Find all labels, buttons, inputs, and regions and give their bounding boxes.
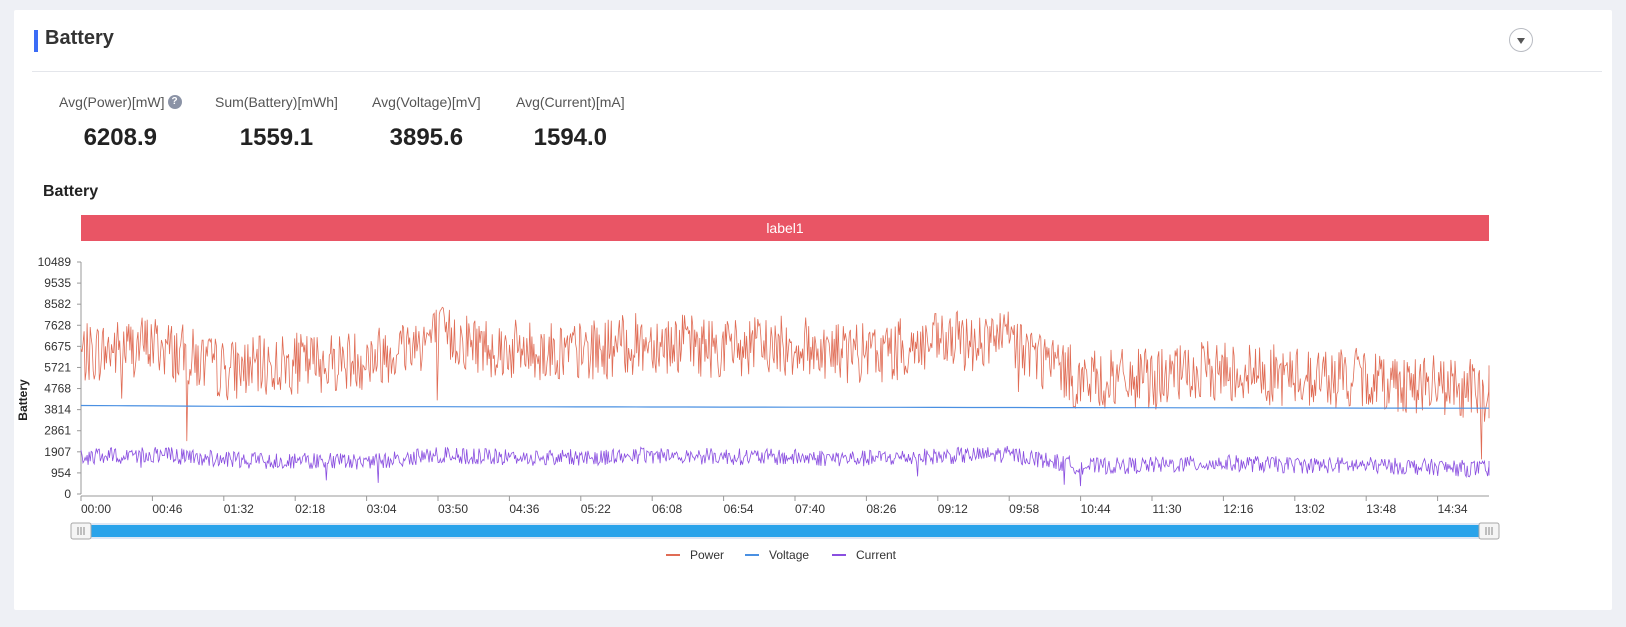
x-tick-label: 05:22	[581, 502, 611, 516]
panel-title: Battery	[45, 27, 114, 49]
y-tick-label: 0	[64, 487, 71, 501]
x-tick-label: 00:46	[152, 502, 182, 516]
header-divider	[32, 71, 1602, 72]
y-axis-label: Battery	[16, 379, 30, 421]
series-line-power	[80, 306, 1490, 460]
x-tick-label: 03:04	[367, 502, 397, 516]
slider-handle-left[interactable]	[70, 522, 92, 540]
x-tick-label: 07:40	[795, 502, 825, 516]
stat-avg-power: Avg(Power)[mW]? 6208.9	[59, 94, 182, 152]
stat-label: Avg(Current)[mA]	[516, 94, 625, 110]
x-tick-label: 13:02	[1295, 502, 1325, 516]
stat-value: 6208.9	[83, 124, 157, 151]
stat-label: Sum(Battery)[mWh]	[215, 94, 338, 110]
slider-range	[81, 525, 1489, 537]
x-tick-label: 11:30	[1152, 502, 1181, 516]
collapse-button[interactable]	[1509, 28, 1533, 52]
x-tick-label: 13:48	[1366, 502, 1396, 516]
x-tick-label: 06:08	[652, 502, 682, 516]
label-band-text: label1	[766, 220, 804, 236]
label-band	[81, 215, 1489, 241]
x-tick-label: 02:18	[295, 502, 325, 516]
x-tick-label: 00:00	[81, 502, 111, 516]
y-tick-label: 1907	[44, 445, 71, 459]
y-tick-label: 3814	[44, 403, 71, 417]
x-tick-label: 14:34	[1438, 502, 1468, 516]
y-tick-label: 7628	[44, 318, 71, 332]
stat-sum-battery: Sum(Battery)[mWh] 1559.1	[215, 94, 338, 152]
stat-value: 1559.1	[239, 124, 314, 151]
x-tick-label: 01:32	[224, 502, 254, 516]
series-line-voltage	[80, 404, 1489, 409]
legend-label: Voltage	[769, 548, 809, 562]
y-tick-label: 4768	[44, 382, 71, 396]
stat-value: 3895.6	[389, 124, 464, 151]
y-tick-label: 9535	[44, 276, 71, 290]
x-tick-label: 12:16	[1223, 502, 1253, 516]
x-tick-label: 03:50	[438, 502, 468, 516]
stat-label: Avg(Power)[mW]	[59, 94, 165, 110]
x-tick-label: 09:58	[1009, 502, 1039, 516]
y-tick-label: 5721	[44, 360, 71, 374]
x-tick-label: 06:54	[724, 502, 754, 516]
y-tick-label: 6675	[44, 339, 71, 353]
x-tick-label: 10:44	[1081, 502, 1111, 516]
legend-label: Current	[856, 548, 897, 562]
x-tick-label: 04:36	[509, 502, 539, 516]
battery-panel: Battery Avg(Power)[mW]? 6208.9 Sum(Batte…	[14, 10, 1612, 610]
slider-handle-right[interactable]	[1478, 522, 1500, 540]
y-tick-label: 10489	[38, 255, 72, 269]
series-line-current	[80, 445, 1490, 487]
x-tick-label: 09:12	[938, 502, 968, 516]
stat-label: Avg(Voltage)[mV]	[372, 94, 481, 110]
chart-title: Battery	[43, 183, 99, 200]
legend-label: Power	[690, 548, 724, 562]
chevron-down-icon	[1517, 38, 1525, 44]
stat-value: 1594.0	[533, 124, 608, 151]
stat-avg-current: Avg(Current)[mA] 1594.0	[516, 94, 625, 152]
y-tick-label: 2861	[44, 424, 71, 438]
x-tick-label: 08:26	[866, 502, 896, 516]
y-tick-label: 8582	[44, 297, 71, 311]
title-accent-bar	[34, 30, 38, 52]
stat-avg-voltage: Avg(Voltage)[mV] 3895.6	[372, 94, 481, 152]
question-icon[interactable]: ?	[167, 95, 182, 109]
y-tick-label: 954	[51, 466, 71, 480]
